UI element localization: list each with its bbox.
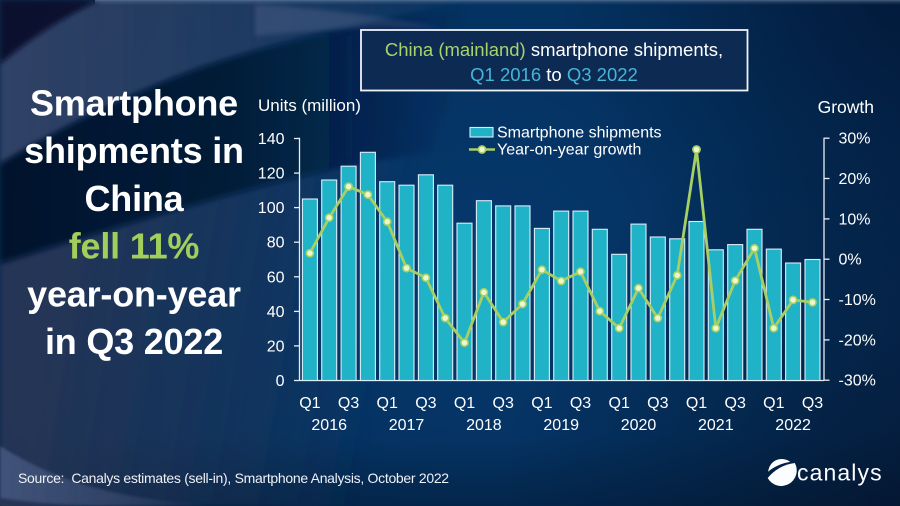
svg-text:Q3: Q3 bbox=[415, 395, 436, 412]
svg-text:shipments in: shipments in bbox=[24, 130, 244, 171]
svg-text:Source: Canalys estimates (se: Source: Canalys estimates (sell-in), Sma… bbox=[18, 470, 449, 486]
svg-text:100: 100 bbox=[258, 200, 285, 217]
svg-text:Q1: Q1 bbox=[686, 395, 707, 412]
svg-text:0%: 0% bbox=[839, 252, 862, 269]
svg-text:2019: 2019 bbox=[543, 417, 579, 434]
svg-text:2016: 2016 bbox=[311, 417, 347, 434]
svg-text:Q1: Q1 bbox=[377, 395, 398, 412]
svg-text:120: 120 bbox=[258, 166, 285, 183]
svg-text:China: China bbox=[84, 178, 184, 219]
svg-text:Q3: Q3 bbox=[493, 395, 514, 412]
svg-text:0: 0 bbox=[276, 373, 285, 390]
svg-text:Q3: Q3 bbox=[802, 395, 823, 412]
svg-text:Year-on-year growth: Year-on-year growth bbox=[497, 142, 641, 159]
svg-text:Growth: Growth bbox=[818, 97, 874, 117]
svg-text:2020: 2020 bbox=[621, 417, 657, 434]
svg-text:canalys: canalys bbox=[797, 460, 883, 486]
svg-text:Smartphone shipments: Smartphone shipments bbox=[497, 125, 662, 142]
svg-text:Units (million): Units (million) bbox=[258, 96, 361, 115]
svg-text:Q1: Q1 bbox=[531, 395, 552, 412]
svg-text:Q3: Q3 bbox=[647, 395, 668, 412]
svg-text:-20%: -20% bbox=[839, 332, 876, 349]
svg-text:2021: 2021 bbox=[698, 417, 734, 434]
svg-text:20%: 20% bbox=[839, 171, 871, 188]
svg-text:Q3: Q3 bbox=[338, 395, 359, 412]
svg-text:40: 40 bbox=[267, 304, 285, 321]
svg-text:2018: 2018 bbox=[466, 417, 502, 434]
svg-text:Q1: Q1 bbox=[299, 395, 320, 412]
svg-text:2022: 2022 bbox=[775, 417, 811, 434]
svg-text:China (mainland) smartphone sh: China (mainland) smartphone shipments, bbox=[385, 39, 723, 60]
svg-text:Smartphone: Smartphone bbox=[30, 83, 238, 124]
svg-text:80: 80 bbox=[267, 235, 285, 252]
svg-text:2017: 2017 bbox=[389, 417, 425, 434]
svg-text:year-on-year: year-on-year bbox=[27, 273, 241, 314]
svg-text:Q3: Q3 bbox=[570, 395, 591, 412]
svg-text:Q1: Q1 bbox=[454, 395, 475, 412]
svg-text:Q1 2016 to Q3 2022: Q1 2016 to Q3 2022 bbox=[470, 64, 638, 85]
svg-text:in Q3 2022: in Q3 2022 bbox=[45, 321, 223, 362]
svg-text:-30%: -30% bbox=[839, 373, 876, 390]
svg-text:140: 140 bbox=[258, 131, 285, 148]
svg-text:10%: 10% bbox=[839, 211, 871, 228]
svg-text:Q1: Q1 bbox=[763, 395, 784, 412]
svg-text:-10%: -10% bbox=[839, 292, 876, 309]
svg-text:Q1: Q1 bbox=[609, 395, 630, 412]
svg-text:60: 60 bbox=[267, 269, 285, 286]
svg-text:Q3: Q3 bbox=[725, 395, 746, 412]
svg-text:30%: 30% bbox=[839, 131, 871, 148]
svg-text:20: 20 bbox=[267, 338, 285, 355]
svg-text:fell 11%: fell 11% bbox=[69, 226, 200, 267]
